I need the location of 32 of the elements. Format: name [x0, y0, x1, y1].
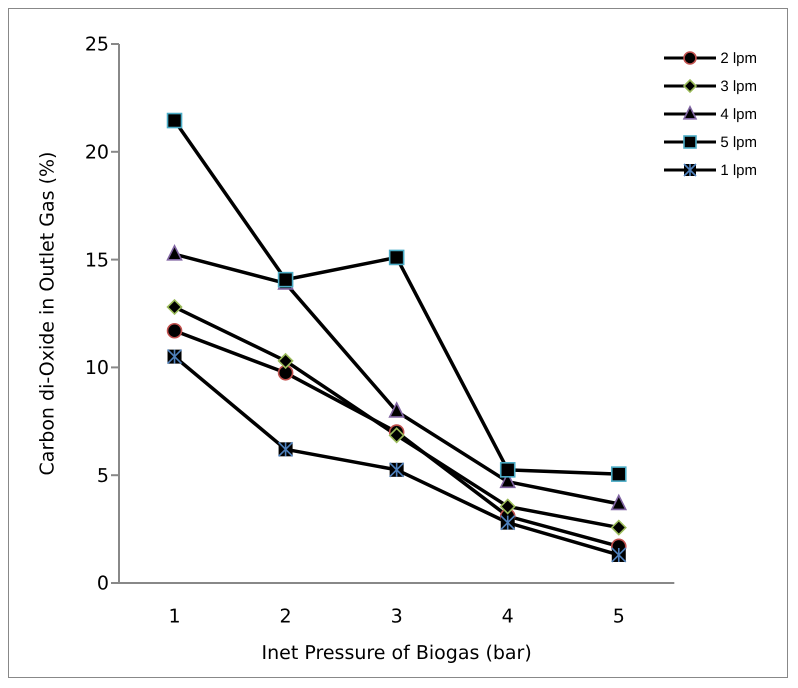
y-tick-label: 0: [96, 572, 109, 595]
x-tick-label: 4: [502, 605, 514, 628]
point: [278, 353, 294, 369]
point: [610, 494, 627, 510]
point: [166, 112, 182, 128]
legend-label: 4 lpm: [720, 106, 757, 122]
point: [610, 466, 627, 482]
x-tick-label: 2: [280, 605, 292, 628]
x-tick-label: 3: [390, 605, 403, 628]
point: [166, 322, 182, 339]
y-tick-label: 10: [84, 357, 109, 380]
y-tick-label: 5: [96, 464, 109, 487]
legend-label: 3 lpm: [720, 78, 757, 94]
point: [500, 462, 516, 478]
x-axis-title: Inet Pressure of Biogas (bar): [262, 642, 532, 664]
y-tick-label: 25: [84, 34, 109, 56]
x-tick-label: 1: [168, 605, 181, 628]
x-tick-label: 5: [612, 605, 625, 628]
legend-label: 2 lpm: [720, 50, 757, 66]
point: [388, 428, 404, 444]
point: [166, 299, 182, 315]
point: [500, 498, 516, 514]
y-axis-title: Carbon di-Oxide in Outlet Gas (%): [36, 152, 59, 476]
y-tick-label: 20: [84, 142, 109, 164]
point: [610, 520, 627, 536]
point: [388, 250, 404, 266]
point: [278, 364, 294, 381]
legend-label: 5 lpm: [720, 134, 757, 150]
point: [166, 245, 182, 261]
point: [388, 402, 404, 418]
y-tick-label: 15: [84, 249, 109, 272]
legend-label: 1 lpm: [720, 162, 757, 178]
